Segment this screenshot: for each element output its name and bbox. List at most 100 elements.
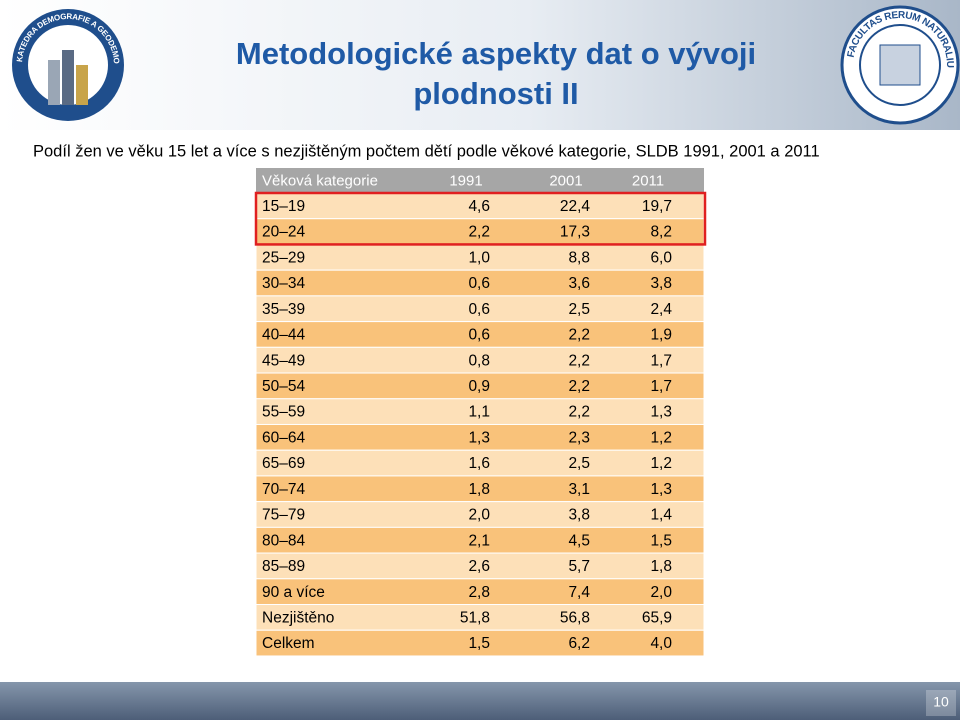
table-cell: 1,8 — [468, 481, 490, 498]
table-cell: 55–59 — [262, 404, 305, 421]
table-row — [255, 192, 705, 220]
title: plodnosti II — [413, 76, 578, 111]
table-row — [255, 372, 705, 400]
table-row — [255, 552, 705, 580]
table-cell: 1,8 — [650, 558, 672, 575]
table-cell: 20–24 — [262, 224, 305, 241]
table-cell: Celkem — [262, 635, 315, 652]
subtitle: Podíl žen ve věku 15 let a více s nezjiš… — [33, 142, 820, 160]
table-cell: 2,0 — [650, 584, 672, 601]
table-cell: 7,4 — [568, 584, 590, 601]
table-row — [255, 346, 705, 374]
highlight-box — [254, 191, 707, 246]
table-row — [255, 269, 705, 297]
table-cell: 4,0 — [650, 635, 672, 652]
table-cell: 0,8 — [468, 352, 490, 369]
table-cell: 75–79 — [262, 507, 305, 524]
table-row — [255, 295, 705, 323]
table-cell: 1,7 — [650, 378, 672, 395]
table-cell: 35–39 — [262, 301, 305, 318]
table-cell: 85–89 — [262, 558, 305, 575]
column-header: 2011 — [632, 172, 664, 189]
table-cell: 2,2 — [568, 404, 590, 421]
table-cell: 2,2 — [568, 378, 590, 395]
header-row — [256, 168, 704, 193]
table-cell: 8,8 — [568, 249, 590, 266]
table-row — [255, 578, 705, 606]
table-cell: 3,8 — [650, 275, 672, 292]
table-cell: 5,7 — [568, 558, 590, 575]
table-cell: 6,2 — [568, 635, 590, 652]
table-row — [255, 449, 705, 477]
table-cell: 0,9 — [468, 378, 490, 395]
header-band — [0, 0, 960, 130]
table-cell: 1,3 — [468, 429, 490, 446]
table-cell: 60–64 — [262, 429, 305, 446]
table-cell: 3,8 — [568, 507, 590, 524]
table-cell: 0,6 — [468, 327, 490, 344]
table-cell: 65–69 — [262, 455, 305, 472]
table-row — [255, 218, 705, 245]
table-cell: Nezjištěno — [262, 609, 334, 626]
table-cell: 4,5 — [568, 532, 590, 549]
column-header: 2001 — [549, 172, 582, 189]
table-cell: 1,7 — [650, 352, 672, 369]
table-row — [255, 501, 705, 528]
table-cell: 4,6 — [468, 198, 490, 215]
table-cell: 2,5 — [568, 455, 590, 472]
table-cell: 65,9 — [642, 609, 672, 626]
table-cell: 6,0 — [650, 249, 672, 266]
table-row — [255, 321, 705, 348]
table-cell: 17,3 — [560, 224, 590, 241]
table-cell: 1,3 — [650, 481, 672, 498]
page-number: 10 — [933, 694, 949, 710]
table-row — [255, 629, 705, 657]
table-cell: 90 a více — [262, 584, 325, 601]
table-cell: 30–34 — [262, 275, 305, 292]
table-cell: 80–84 — [262, 532, 305, 549]
table-cell: 1,5 — [468, 635, 490, 652]
table-cell: 1,6 — [468, 455, 490, 472]
table-cell: 1,4 — [650, 507, 672, 524]
table-cell: 3,1 — [568, 481, 590, 498]
table-cell: 2,8 — [468, 584, 490, 601]
table-cell: 1,1 — [468, 404, 490, 421]
table-cell: 15–19 — [262, 198, 305, 215]
table-cell: 56,8 — [560, 609, 590, 626]
column-header: 1991 — [449, 172, 482, 189]
table-cell: 2,2 — [568, 327, 590, 344]
table-cell: 2,2 — [468, 224, 490, 241]
table-row — [255, 475, 705, 503]
table-cell: 70–74 — [262, 481, 305, 498]
table-cell: 0,6 — [468, 301, 490, 318]
table-cell: 2,1 — [468, 532, 490, 549]
table-cell: 1,0 — [468, 249, 490, 266]
table-cell: 40–44 — [262, 327, 305, 344]
table-cell: 1,9 — [650, 327, 672, 344]
footer-band — [0, 682, 960, 720]
table-cell: 2,4 — [650, 301, 672, 318]
table-row — [255, 398, 705, 425]
table-cell: 2,6 — [468, 558, 490, 575]
table-cell: 1,2 — [650, 429, 672, 446]
table-cell: 51,8 — [460, 609, 490, 626]
table-row — [255, 526, 705, 554]
title: Metodologické aspekty dat o vývoji — [236, 36, 756, 71]
table-cell: 2,5 — [568, 301, 590, 318]
table-cell: 50–54 — [262, 378, 305, 395]
table-cell: 2,2 — [568, 352, 590, 369]
table-cell: 45–49 — [262, 352, 305, 369]
page-box — [926, 690, 956, 716]
table-cell: 1,2 — [650, 455, 672, 472]
table-cell: 22,4 — [560, 198, 591, 215]
table: Věková kategorie 1991 2001 2011 15–19 4,6 22,4… — [254, 168, 707, 657]
column-header: Věková kategorie — [262, 172, 378, 189]
table-cell: 1,5 — [650, 532, 672, 549]
table-cell: 2,3 — [568, 429, 590, 446]
table-row — [255, 604, 705, 631]
table-cell: 1,3 — [650, 404, 672, 421]
table-cell: 3,6 — [568, 275, 590, 292]
table-cell: 25–29 — [262, 249, 305, 266]
table-cell: 8,2 — [650, 224, 672, 241]
